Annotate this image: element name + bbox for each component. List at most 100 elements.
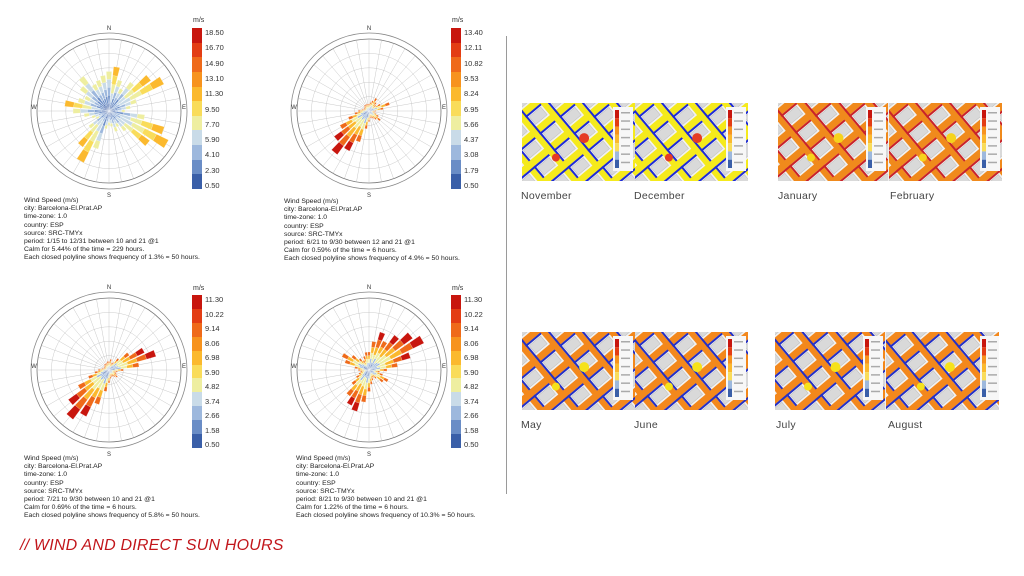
rose-petal [355, 374, 360, 379]
info-line: time-zone: 1.0 [24, 213, 68, 221]
rose-petal [371, 377, 374, 381]
rose-petal [360, 369, 363, 371]
scale-value: 5.90 [464, 367, 479, 377]
rose-petal [380, 340, 388, 349]
scale-value: 4.10 [205, 150, 220, 160]
info-line: Calm for 1.22% of the time = 6 hours. [296, 504, 409, 512]
rose-petal [101, 368, 104, 370]
rose-petal [355, 134, 362, 143]
scale-swatch [192, 174, 202, 190]
rose-petal [391, 362, 398, 368]
scale-value: 9.53 [464, 73, 479, 83]
rose-petal [108, 375, 110, 378]
rose-petal [373, 111, 375, 113]
info-line: Wind Speed (m/s) [24, 455, 79, 462]
rose-petal [108, 377, 110, 381]
rose-petal [77, 136, 89, 148]
rose-petal [115, 358, 120, 362]
sun-hours-map [522, 103, 635, 181]
scale-value: 4.82 [205, 382, 220, 391]
scale-swatch [192, 378, 202, 393]
scale-swatch [451, 295, 461, 310]
rose-petal [363, 107, 366, 110]
scale-value: 10.22 [205, 309, 224, 319]
speed-scale-bar [451, 28, 461, 190]
rose-petal [364, 106, 366, 109]
rose-petal [346, 396, 356, 406]
scale-value: 11.30 [205, 89, 224, 99]
rose-petal [364, 351, 368, 357]
rose-petal [351, 380, 357, 386]
compass-north: N [367, 26, 371, 32]
rose-petal [103, 364, 106, 366]
rose-petal [379, 368, 384, 372]
rose-petal [351, 401, 360, 412]
info-line: time-zone: 1.0 [24, 471, 68, 479]
scale-swatch [451, 57, 461, 73]
rose-petal [88, 374, 94, 379]
rose-petal [364, 104, 367, 107]
compass-west: W [291, 105, 297, 111]
section-divider [506, 36, 507, 494]
rose-petal [368, 105, 370, 107]
compass-north: N [107, 26, 111, 32]
rose-petal [64, 100, 75, 108]
scale-swatch [451, 130, 461, 146]
rose-petal [380, 107, 384, 110]
scale-unit: m/s [193, 17, 205, 24]
rose-petal [361, 109, 364, 111]
rose-petal [72, 108, 81, 114]
rose-petal [94, 371, 98, 374]
month-label: November [521, 190, 572, 202]
rose-petal [68, 393, 81, 406]
rose-petal [77, 97, 86, 104]
rose-petal [358, 369, 361, 371]
rose-petal [108, 364, 110, 367]
rose-petal [87, 109, 95, 113]
scale-value: 8.06 [205, 338, 220, 348]
info-line: Wind Speed (m/s) [24, 197, 79, 204]
wind-rose-info: Wind Speed (m/s) city: Barcelona-El.Prat.… [284, 198, 460, 264]
rose-petal [115, 374, 118, 378]
rose-petal [373, 97, 378, 102]
rose-petal [379, 378, 384, 383]
rose-petal [107, 87, 111, 96]
rose-petal [115, 122, 120, 128]
rose-petal [368, 119, 370, 122]
info-line: Wind Speed (m/s) [284, 198, 339, 205]
rose-petal [118, 110, 122, 112]
rose-petal [94, 396, 102, 405]
rose-petal [100, 75, 107, 84]
rose-petal [125, 81, 135, 91]
rose-petal [358, 372, 362, 375]
rose-petal [116, 79, 123, 88]
scale-swatch [451, 364, 461, 379]
scale-swatch [192, 86, 202, 102]
rose-petal [100, 369, 103, 371]
rose-petal [79, 85, 89, 95]
scale-swatch [451, 392, 461, 407]
rose-petal [360, 370, 363, 373]
rose-petal [343, 140, 354, 152]
rose-petal [367, 378, 371, 384]
scale-swatch [192, 42, 202, 58]
scale-swatch [451, 28, 461, 43]
rose-petal [117, 88, 124, 95]
rose-petal [363, 356, 366, 360]
scale-value: 3.74 [205, 396, 220, 406]
rose-petal [368, 115, 370, 118]
rose-petal [348, 115, 354, 120]
scale-value: 7.70 [205, 119, 220, 129]
scale-value: 0.50 [464, 440, 479, 449]
rose-petal [107, 380, 111, 384]
scale-value: 0.50 [205, 181, 220, 190]
rose-petal [371, 110, 374, 112]
scale-value: 6.95 [464, 104, 479, 114]
rose-petal [331, 141, 344, 155]
rose-petal [360, 110, 363, 112]
scale-value: 1.79 [464, 165, 479, 175]
rose-petal [123, 352, 130, 359]
scale-value: 3.08 [464, 150, 479, 160]
info-line: Each closed polyline shows frequency of … [284, 255, 460, 263]
rose-petal [114, 371, 117, 374]
